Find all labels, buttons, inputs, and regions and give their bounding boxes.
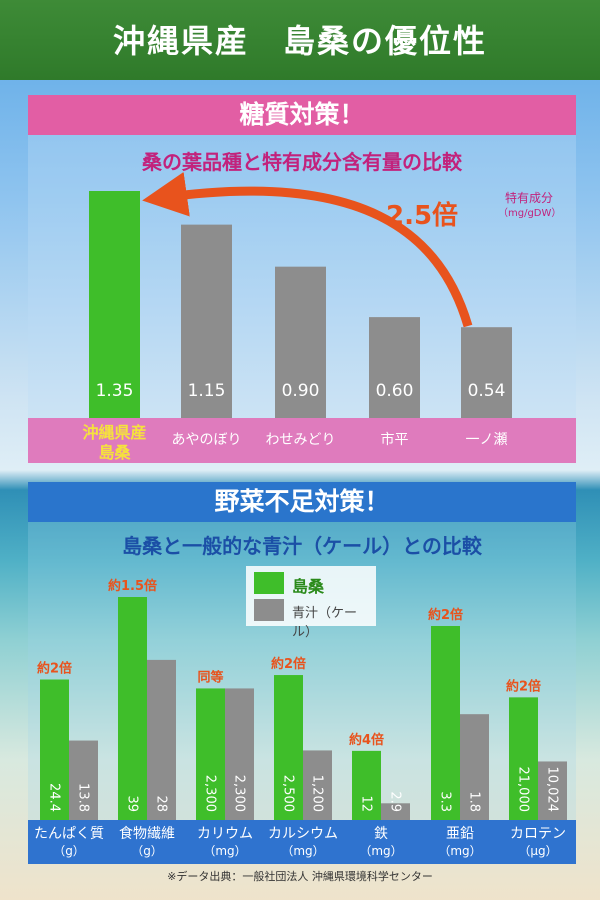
comparison-arrow	[142, 171, 473, 328]
variety-bar	[461, 327, 512, 418]
variety-category-label: 一ノ瀬	[466, 432, 508, 448]
variety-bar	[275, 266, 326, 418]
legend-swatch-shimaguwa	[254, 572, 284, 594]
variety-value-label: 0.60	[376, 381, 414, 401]
variety-value-label: 1.35	[96, 381, 134, 401]
sugar-subtitle: 桑の葉品種と特有成分含有量の比較	[142, 150, 462, 174]
legend-swatch-kale	[254, 599, 284, 621]
data-source: ※データ出典：一般社団法人 沖縄県環境科学センター	[167, 870, 433, 883]
legend: 島桑 青汁（ケール）	[246, 566, 376, 640]
variety-category-label: 島桑	[98, 443, 131, 462]
unit-label-2: （mg/gDW）	[498, 207, 561, 219]
variety-value-label: 0.54	[468, 381, 506, 401]
legend-label-shimaguwa: 島桑	[292, 577, 325, 596]
variety-category-label: 沖縄県産	[82, 423, 146, 442]
title-bar: 沖縄県産 島桑の優位性	[0, 0, 600, 80]
variety-value-label: 0.90	[282, 381, 320, 401]
variety-label-band	[28, 418, 576, 463]
nutrient-label-band	[28, 820, 576, 864]
legend-label-kale: 青汁（ケール）	[292, 606, 358, 640]
unit-label-1: 特有成分	[505, 190, 553, 205]
vegetable-heading: 野菜不足対策！	[28, 482, 576, 522]
sugar-heading: 糖質対策！	[28, 95, 576, 135]
variety-category-label: 市平	[381, 431, 409, 448]
variety-category-label: わせみどり	[266, 432, 336, 448]
variety-bar	[89, 191, 140, 418]
variety-bar	[369, 317, 420, 418]
vegetable-subtitle: 島桑と一般的な青汁（ケール）との比較	[122, 534, 482, 558]
variety-bar	[181, 224, 232, 418]
multiplier-label: 2.5倍	[386, 200, 458, 231]
variety-value-label: 1.15	[188, 381, 226, 401]
variety-category-label: あやのぼり	[172, 432, 242, 448]
page-title: 沖縄県産 島桑の優位性	[112, 22, 487, 60]
